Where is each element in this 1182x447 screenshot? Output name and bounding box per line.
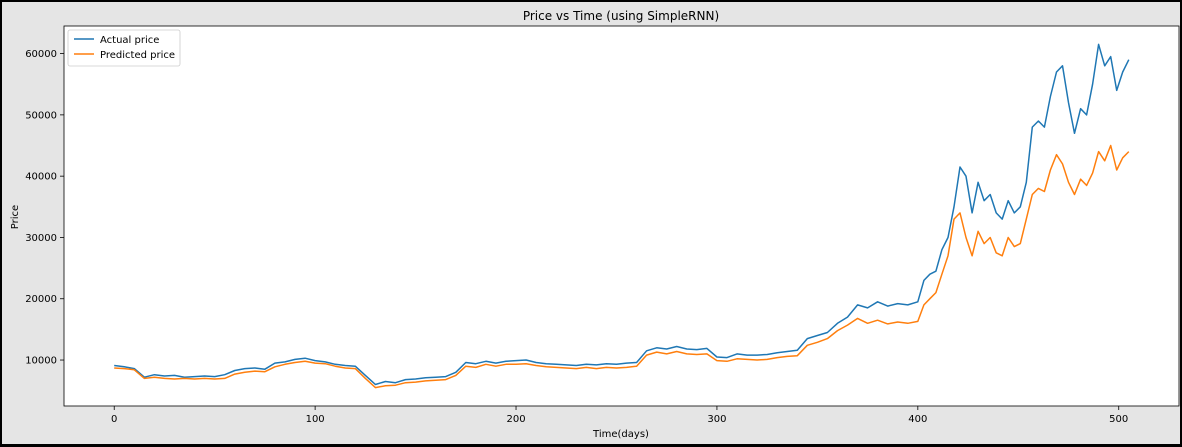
series-line-actual bbox=[114, 43, 1130, 386]
chart-title: Price vs Time (using SimpleRNN) bbox=[523, 9, 719, 23]
y-tick-label: 50000 bbox=[25, 110, 57, 121]
legend-box bbox=[67, 29, 181, 67]
x-tick-label: 100 bbox=[306, 414, 325, 425]
series-lines bbox=[114, 43, 1130, 389]
y-tick-label: 30000 bbox=[25, 233, 57, 244]
legend: Actual price Predicted price bbox=[67, 29, 181, 67]
legend-label-predicted: Predicted price bbox=[100, 50, 175, 61]
legend-label-actual: Actual price bbox=[100, 35, 159, 46]
x-tick-label: 200 bbox=[506, 414, 525, 425]
x-tick-label: 0 bbox=[111, 414, 117, 425]
y-tick-label: 60000 bbox=[25, 49, 57, 60]
y-axis-label: Price bbox=[10, 205, 21, 229]
x-tick-label: 500 bbox=[1109, 414, 1128, 425]
x-tick-label: 300 bbox=[707, 414, 726, 425]
y-tick-label: 20000 bbox=[25, 294, 57, 305]
y-axis-ticks: 10000 20000 30000 40000 50000 60000 bbox=[25, 49, 64, 367]
plot-area bbox=[63, 25, 1180, 407]
y-tick-label: 10000 bbox=[25, 356, 57, 367]
x-axis-label: Time(days) bbox=[592, 429, 649, 440]
series-line-predicted bbox=[114, 144, 1130, 389]
y-tick-label: 40000 bbox=[25, 172, 57, 183]
x-axis-ticks: 0 100 200 300 400 500 bbox=[111, 406, 1128, 425]
x-tick-label: 400 bbox=[908, 414, 927, 425]
